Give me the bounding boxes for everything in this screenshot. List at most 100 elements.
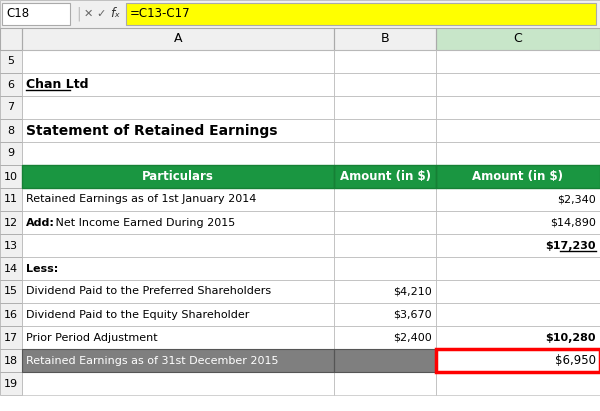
Bar (0, 50, 22, 73)
Bar (334, 280, 436, 303)
Bar (436, 326, 600, 349)
Text: $2,340: $2,340 (557, 194, 596, 205)
Bar (436, 349, 600, 372)
Bar (0, 28, 22, 50)
Text: $10,280: $10,280 (545, 332, 596, 342)
Bar (0, 349, 22, 372)
Bar (436, 349, 600, 372)
Bar (334, 234, 436, 257)
Text: 12: 12 (4, 217, 18, 228)
Text: Amount (in $): Amount (in $) (473, 170, 563, 183)
Bar (436, 73, 600, 96)
Text: |: | (76, 7, 80, 21)
Bar (0, 50, 22, 73)
Bar (22, 211, 334, 234)
Bar (0, 280, 22, 303)
Bar (334, 165, 436, 188)
Bar (436, 73, 600, 96)
Bar (334, 349, 436, 372)
Text: 6: 6 (7, 79, 14, 90)
Bar (334, 119, 436, 142)
Bar (0, 280, 22, 303)
Text: 7: 7 (7, 102, 14, 113)
Bar (22, 165, 334, 188)
Bar (436, 234, 600, 257)
Bar (436, 96, 600, 119)
Bar (22, 73, 334, 96)
Text: $4,210: $4,210 (393, 286, 432, 296)
Bar (334, 303, 436, 326)
Bar (22, 96, 334, 119)
Bar (436, 349, 600, 372)
Text: =C13-C17: =C13-C17 (130, 7, 191, 21)
Bar (436, 165, 600, 188)
Text: 13: 13 (4, 240, 18, 250)
Bar (22, 142, 334, 165)
Text: 16: 16 (4, 309, 18, 319)
Bar (334, 142, 436, 165)
Text: $6,950: $6,950 (555, 354, 596, 367)
Bar (22, 280, 334, 303)
Bar (334, 280, 436, 303)
Bar (436, 280, 600, 303)
Bar (22, 50, 334, 73)
Bar (334, 73, 436, 96)
Bar (334, 96, 436, 119)
Bar (22, 73, 334, 96)
Text: fₓ: fₓ (110, 7, 120, 21)
Bar (334, 96, 436, 119)
Bar (22, 303, 334, 326)
Bar (436, 50, 600, 73)
Bar (334, 372, 436, 395)
Bar (22, 28, 334, 50)
Bar (22, 96, 334, 119)
Text: ✕: ✕ (84, 9, 94, 19)
Text: 8: 8 (7, 125, 14, 136)
Bar (436, 50, 600, 73)
Text: Amount (in $): Amount (in $) (340, 170, 431, 183)
Text: ✓: ✓ (96, 9, 106, 19)
Bar (334, 73, 436, 96)
Bar (436, 142, 600, 165)
Text: $3,670: $3,670 (394, 309, 432, 319)
Bar (436, 257, 600, 280)
Bar (0, 303, 22, 326)
Bar (334, 119, 436, 142)
Text: C: C (514, 32, 523, 46)
Bar (436, 28, 600, 50)
Bar (0, 165, 22, 188)
Bar (0, 211, 22, 234)
Bar (334, 165, 436, 188)
Bar (436, 165, 600, 188)
Bar (436, 188, 600, 211)
Bar (22, 142, 334, 165)
Bar (334, 188, 436, 211)
Text: Retained Earnings as of 1st January 2014: Retained Earnings as of 1st January 2014 (26, 194, 256, 205)
Bar (22, 211, 334, 234)
Bar (0, 28, 22, 50)
Bar (334, 50, 436, 73)
Bar (22, 119, 334, 142)
Bar (22, 372, 334, 395)
Bar (0, 257, 22, 280)
Bar (334, 326, 436, 349)
Bar (0, 349, 22, 372)
Bar (334, 211, 436, 234)
Text: Less:: Less: (26, 263, 58, 273)
Bar (0, 142, 22, 165)
Text: 11: 11 (4, 194, 18, 205)
Bar (436, 165, 600, 188)
Bar (0, 119, 22, 142)
Bar (0, 188, 22, 211)
Bar (22, 349, 334, 372)
Bar (334, 349, 436, 372)
Bar (0, 234, 22, 257)
Bar (22, 165, 334, 188)
Bar (436, 234, 600, 257)
Bar (0, 188, 22, 211)
Bar (436, 28, 600, 50)
Bar (22, 28, 334, 50)
Bar (334, 303, 436, 326)
Bar (436, 303, 600, 326)
Bar (0, 142, 22, 165)
